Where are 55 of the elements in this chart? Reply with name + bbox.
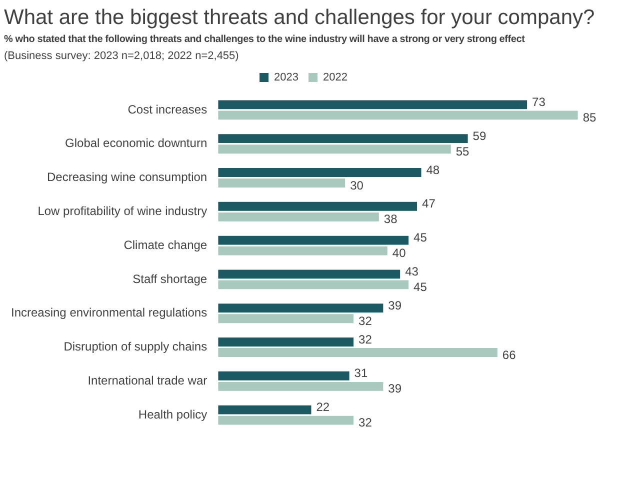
bar xyxy=(218,371,350,380)
data-label: 48 xyxy=(426,162,440,177)
text: (Business survey: 2023 n=2,018; 2022 n=2,455) xyxy=(4,50,240,62)
bar xyxy=(218,338,354,346)
bar xyxy=(218,236,409,245)
bar xyxy=(218,100,528,110)
y-tick-label: Decreasing wine consumption xyxy=(47,170,208,184)
bar xyxy=(218,314,354,324)
data-label: 73 xyxy=(532,95,546,110)
data-label: 66 xyxy=(502,348,516,362)
bar xyxy=(218,134,468,144)
bar xyxy=(218,280,409,290)
data-label: 45 xyxy=(414,280,428,294)
data-label: 38 xyxy=(384,212,398,226)
data-label: 30 xyxy=(350,178,364,192)
chart-title: What are the biggest threats and challenges for your company? xyxy=(4,6,596,30)
y-tick-label: International trade war xyxy=(88,373,208,388)
y-tick-label: Disruption of supply chains xyxy=(64,340,208,354)
data-label: 43 xyxy=(405,264,419,279)
bar xyxy=(218,304,384,313)
bar xyxy=(218,348,498,357)
bar xyxy=(218,212,379,222)
data-label: 47 xyxy=(422,196,436,211)
legend-label: 2023 xyxy=(274,72,299,84)
data-label: 32 xyxy=(358,332,372,346)
y-tick-label: Health policy xyxy=(138,407,208,422)
y-tick-label: Increasing environmental regulations xyxy=(10,306,208,320)
y-tick-label: Global economic downturn xyxy=(65,136,208,150)
legend-label: 2022 xyxy=(323,72,348,84)
bar xyxy=(218,405,312,414)
bar xyxy=(218,202,418,211)
bar xyxy=(218,382,384,391)
bar xyxy=(218,246,388,256)
chart-subtitle: % who stated that the following threats and challenges to the wine industry will have a strong or very strong effect xyxy=(4,34,526,45)
data-label: 59 xyxy=(472,128,486,143)
bar xyxy=(218,168,422,177)
data-label: 55 xyxy=(456,144,470,158)
data-label: 22 xyxy=(316,400,330,414)
bar xyxy=(218,110,578,120)
bar xyxy=(218,416,354,425)
data-label: 45 xyxy=(414,230,428,245)
bar xyxy=(218,270,400,279)
bar xyxy=(218,144,451,154)
y-tick-label: Cost increases xyxy=(128,102,208,116)
data-label: 39 xyxy=(388,298,402,312)
y-tick-label: Climate change xyxy=(124,238,208,252)
bar xyxy=(218,178,346,188)
data-label: 31 xyxy=(354,366,368,380)
y-tick-label: Low profitability of wine industry xyxy=(38,204,208,218)
data-label: 32 xyxy=(358,416,372,430)
data-label: 85 xyxy=(582,110,597,125)
data-label: 40 xyxy=(392,246,406,260)
data-label: 39 xyxy=(388,382,402,396)
y-tick-label: Staff shortage xyxy=(132,272,208,286)
data-label: 32 xyxy=(358,314,372,328)
